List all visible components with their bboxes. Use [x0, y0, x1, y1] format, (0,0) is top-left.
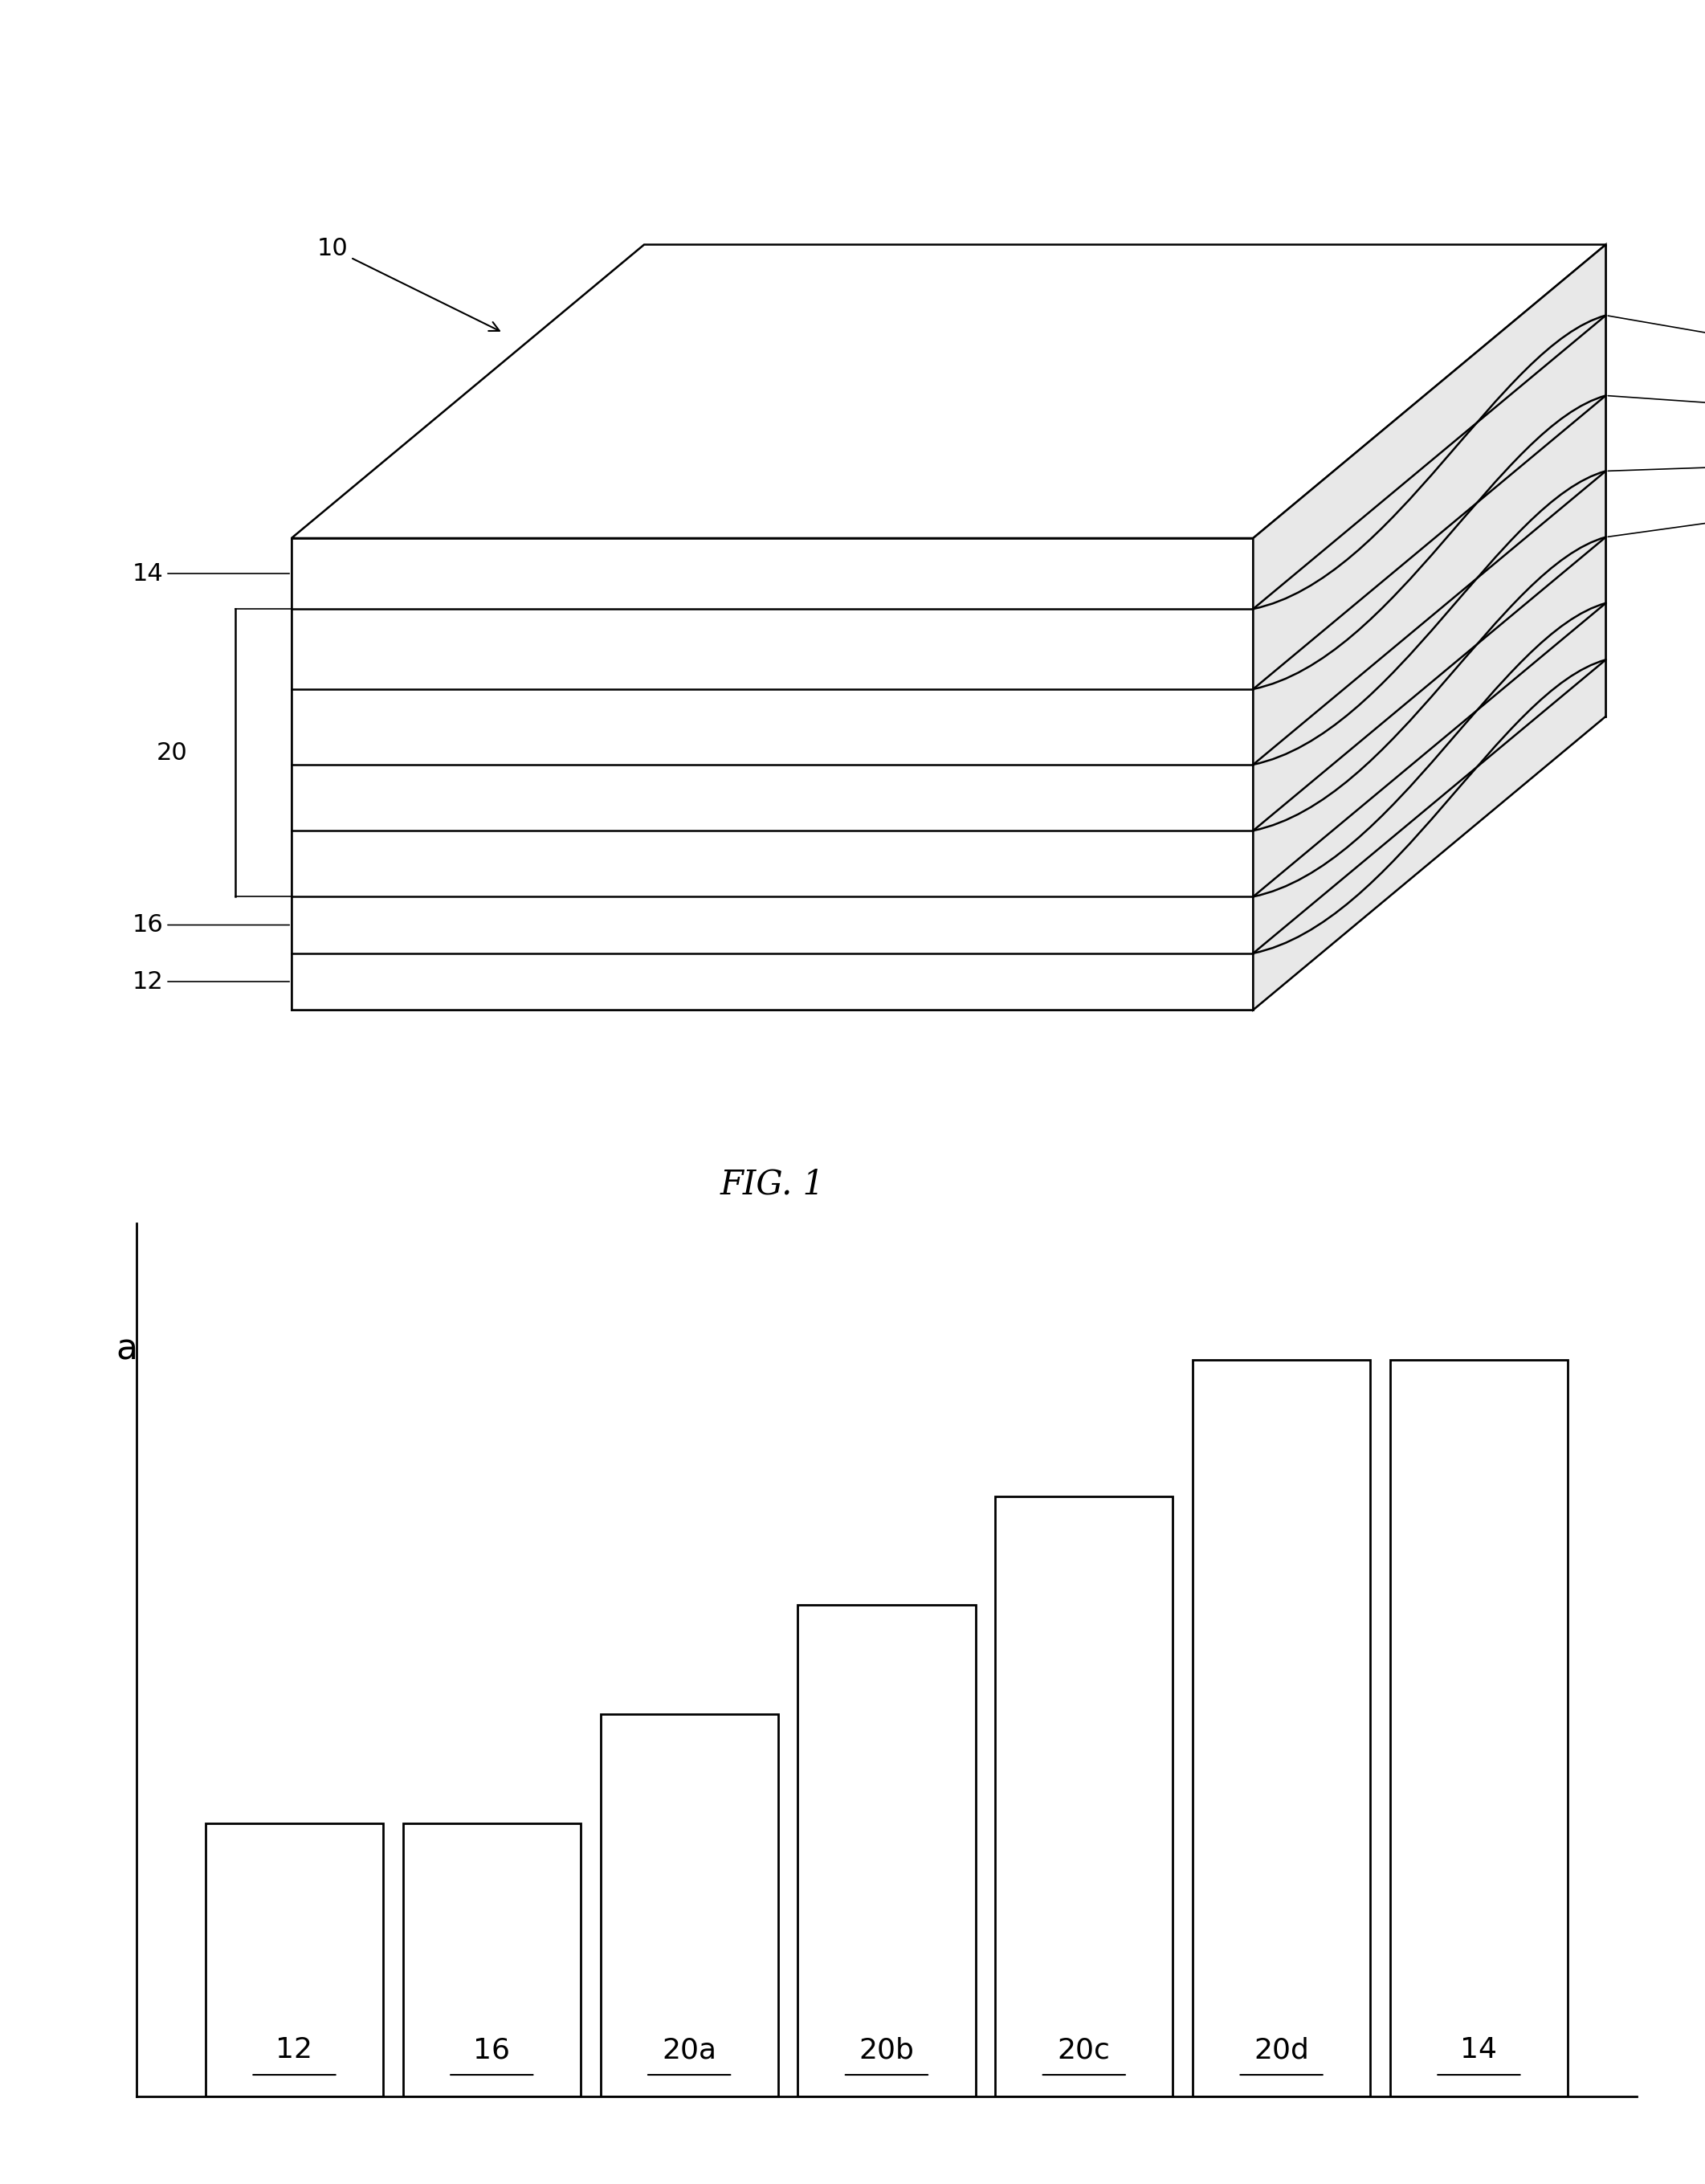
Text: 10: 10	[317, 238, 500, 332]
Text: 20d: 20d	[1253, 2035, 1309, 2064]
Polygon shape	[292, 245, 1606, 537]
Bar	[1390, 1358, 1567, 2097]
Text: 20: 20	[157, 740, 188, 764]
Bar	[600, 1714, 777, 2097]
Text: 20d: 20d	[1608, 317, 1705, 354]
Bar	[996, 1496, 1173, 2097]
Bar	[1192, 1358, 1371, 2097]
Text: 20b: 20b	[859, 2035, 914, 2064]
Text: 16: 16	[133, 913, 290, 937]
Bar	[798, 1605, 975, 2097]
Bar	[402, 1824, 581, 2097]
Text: FIG. 1: FIG. 1	[720, 1166, 825, 1201]
Text: 12: 12	[276, 2035, 312, 2064]
Text: 14: 14	[1461, 2035, 1497, 2064]
Text: 12: 12	[133, 970, 290, 994]
Text: 14: 14	[133, 561, 290, 585]
Polygon shape	[1253, 245, 1606, 1009]
Text: 20a: 20a	[1608, 505, 1705, 537]
Text: 20a: 20a	[662, 2035, 716, 2064]
Bar	[206, 1824, 384, 2097]
Text: 20c: 20c	[1057, 2035, 1110, 2064]
Text: a: a	[116, 1332, 138, 1367]
Text: 16: 16	[474, 2035, 510, 2064]
Polygon shape	[292, 537, 1253, 1009]
Text: 20c: 20c	[1608, 395, 1705, 417]
Text: 20b: 20b	[1608, 454, 1705, 478]
